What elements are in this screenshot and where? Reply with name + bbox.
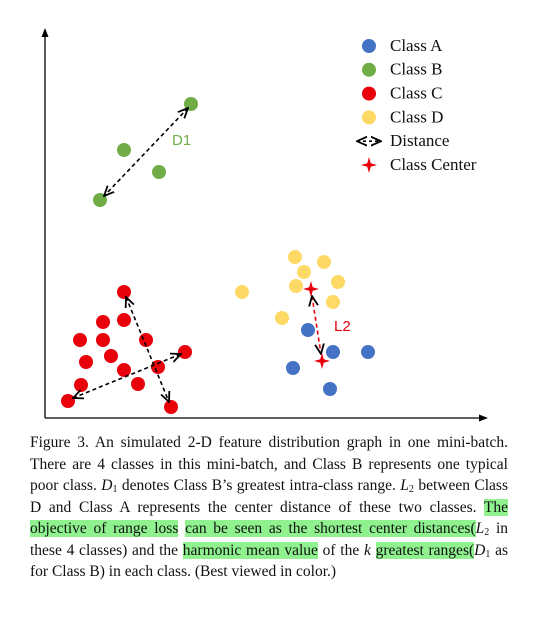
math: D1 (101, 477, 118, 495)
point (131, 377, 145, 391)
math-symbol: D (474, 541, 486, 559)
d1-label: D1 (172, 132, 191, 149)
caption-text: denotes Class B’s greatest intra-class r… (117, 477, 401, 494)
point (297, 265, 311, 279)
point (326, 295, 340, 309)
caption-text (371, 542, 376, 559)
class-center (314, 353, 330, 369)
point (288, 250, 302, 264)
math-symbol: D (101, 477, 113, 494)
math-subscript: 1 (485, 548, 491, 560)
highlighted-text: can be seen as the shortest center dista… (185, 520, 476, 537)
y-axis-arrow (41, 28, 49, 37)
legend-label: Class D (390, 107, 443, 126)
point (289, 279, 303, 293)
point (152, 165, 166, 179)
point (235, 285, 249, 299)
point (117, 313, 131, 327)
point (117, 363, 131, 377)
figure: D1 L2 Class A Class B Class C Class D Distan… (41, 28, 488, 422)
distance-arrow (312, 296, 321, 354)
point (117, 143, 131, 157)
point (73, 333, 87, 347)
point (323, 382, 337, 396)
point (79, 355, 93, 369)
math-symbol: L (475, 520, 485, 537)
math-symbol: k (363, 541, 371, 559)
legend-marker (362, 86, 376, 101)
point (178, 345, 192, 359)
caption-text: Figure 3. An simulated 2-D feature distr… (30, 434, 508, 494)
legend-marker (362, 62, 376, 77)
caption-text: as for Class B) in each class. (Best vie… (30, 541, 508, 581)
point (96, 333, 110, 347)
point (286, 361, 300, 375)
math: D1 (474, 541, 491, 560)
point (74, 378, 88, 392)
highlighted-text: harmonic mean value (182, 541, 318, 559)
point (164, 400, 178, 414)
math-subscript: 1 (112, 484, 118, 495)
legend-label: Class C (390, 84, 442, 103)
l2-label: L2 (334, 318, 351, 335)
legend-label: Distance (390, 131, 449, 150)
point (275, 311, 289, 325)
caption: Figure 3. An simulated 2-D feature distr… (30, 432, 508, 583)
caption-text: between Class D and Class A represents t… (30, 477, 508, 516)
point (117, 285, 131, 299)
legend-label: Class A (390, 36, 443, 55)
point (96, 315, 110, 329)
caption-text: of the (317, 541, 364, 559)
class-center (303, 281, 319, 297)
class-center (361, 157, 377, 173)
math-subscript: 2 (408, 484, 414, 495)
point (61, 394, 75, 408)
legend-label: Class Center (390, 155, 477, 174)
distance-arrow (73, 354, 181, 398)
math-subscript: 2 (484, 527, 490, 538)
distance-arrow (104, 108, 188, 196)
point (104, 349, 118, 363)
point (361, 345, 375, 359)
math: k (364, 542, 371, 559)
math: L2 (400, 477, 414, 495)
legend-label: Class B (390, 60, 442, 79)
caption-text: in these 4 classes) and the (30, 520, 508, 559)
highlighted-text: greatest ranges( (375, 541, 475, 559)
math-symbol: L (400, 477, 409, 494)
legend-marker (362, 110, 376, 125)
math: L2 (475, 520, 490, 538)
point (301, 323, 315, 337)
x-axis-arrow (479, 414, 488, 422)
point (317, 255, 331, 269)
legend: Class A Class B Class C Class D Distance Clas… (357, 36, 477, 174)
legend-marker (362, 39, 376, 53)
point (331, 275, 345, 289)
point (326, 345, 340, 359)
